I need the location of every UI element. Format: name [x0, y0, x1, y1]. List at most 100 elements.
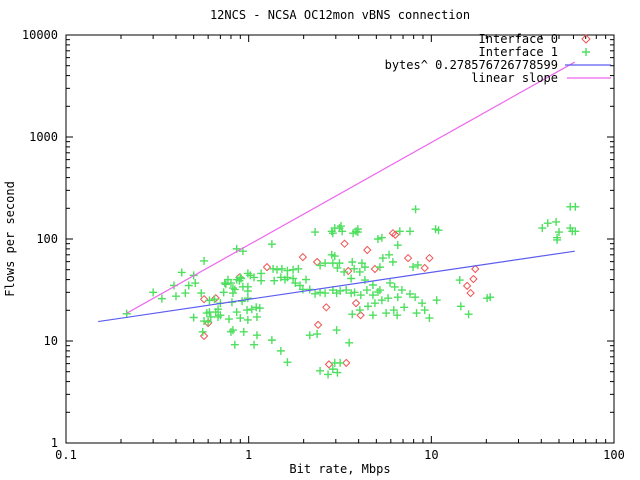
diamond-marker-icon	[581, 34, 591, 44]
data-point-plus	[200, 256, 209, 265]
data-point-plus	[336, 222, 345, 231]
data-point-plus	[149, 288, 158, 297]
data-point-plus	[181, 289, 190, 298]
data-point-plus	[336, 358, 345, 367]
data-point-plus	[321, 289, 330, 298]
data-point-plus	[226, 327, 235, 336]
data-point-plus	[283, 266, 292, 275]
data-point-plus	[276, 346, 285, 355]
data-point-plus	[328, 229, 337, 238]
data-point-plus	[269, 264, 278, 273]
data-point-plus	[400, 303, 409, 312]
data-point-plus	[333, 368, 342, 377]
data-point-plus	[243, 282, 252, 291]
data-point-plus	[336, 286, 345, 295]
data-point-plus	[257, 269, 266, 278]
data-point-plus	[291, 279, 300, 288]
data-point-plus	[232, 308, 241, 317]
data-point-plus	[405, 289, 414, 298]
data-point-plus	[243, 306, 252, 315]
data-point-plus	[382, 309, 391, 318]
data-point-plus	[289, 265, 298, 274]
data-point-plus	[316, 366, 325, 375]
legend-label-linear-slope: linear slope	[471, 71, 558, 85]
data-point-plus	[409, 262, 418, 271]
fit-line	[126, 61, 576, 314]
data-point-plus	[257, 276, 266, 285]
data-point-plus	[335, 259, 344, 268]
data-point-plus	[347, 289, 356, 298]
data-point-plus	[226, 279, 235, 288]
data-point-plus	[243, 315, 252, 324]
data-point-diamond	[342, 358, 351, 368]
data-point-plus	[418, 299, 427, 308]
data-point-diamond	[211, 293, 220, 303]
y-tick-label: 10	[44, 334, 58, 348]
data-point-diamond	[324, 360, 334, 369]
data-point-plus	[204, 317, 213, 326]
data-point-plus	[368, 291, 377, 300]
data-point-plus	[302, 275, 310, 284]
y-axis-label: Flows per second	[3, 181, 17, 297]
data-point-plus	[206, 312, 215, 321]
data-point-plus	[555, 228, 564, 237]
data-point-plus	[224, 315, 233, 324]
data-point-plus	[389, 306, 398, 315]
data-point-plus	[370, 299, 379, 308]
data-point-plus	[340, 267, 349, 276]
data-point-plus	[177, 268, 186, 277]
data-point-plus	[197, 289, 206, 298]
data-point-plus	[552, 217, 561, 226]
data-point-plus	[191, 279, 200, 288]
data-point-diamond	[313, 320, 323, 330]
data-point-plus	[350, 264, 359, 273]
legend: Interface 0 Interface 1 bytes^ 0.2785767…	[385, 32, 611, 85]
data-point-plus	[157, 294, 166, 303]
data-point-diamond	[403, 253, 413, 263]
data-point-diamond	[391, 230, 400, 239]
data-point-plus	[377, 296, 386, 305]
data-point-plus	[221, 280, 230, 289]
data-point-plus	[355, 306, 364, 315]
data-point-diamond	[199, 294, 209, 304]
data-point-plus	[216, 311, 225, 320]
data-point-plus	[198, 327, 207, 336]
data-point-plus	[332, 326, 341, 335]
data-point-plus	[393, 311, 402, 320]
data-point-plus	[348, 257, 357, 266]
plus-marker-icon	[582, 48, 590, 56]
data-point-plus	[205, 296, 214, 305]
data-point-diamond	[340, 239, 349, 248]
data-point-plus	[214, 305, 223, 314]
data-point-diamond	[469, 274, 478, 284]
legend-label-interface-0: Interface 0	[479, 32, 558, 46]
data-point-plus	[425, 314, 434, 323]
data-point-plus	[283, 358, 292, 367]
data-point-plus	[368, 281, 377, 290]
data-point-diamond	[199, 331, 209, 341]
data-point-plus	[330, 252, 339, 261]
data-point-plus	[252, 331, 261, 340]
data-point-plus	[316, 261, 325, 270]
data-point-plus	[553, 235, 562, 244]
data-point-diamond	[322, 303, 331, 312]
data-point-diamond	[425, 253, 434, 263]
data-point-diamond	[344, 266, 353, 276]
data-point-plus	[311, 228, 320, 237]
data-point-plus	[189, 313, 198, 322]
data-point-plus	[321, 259, 330, 268]
data-point-plus	[210, 295, 219, 304]
data-point-plus	[395, 227, 404, 236]
data-point-plus	[375, 286, 384, 295]
data-point-diamond	[466, 288, 475, 298]
data-point-diamond	[462, 281, 472, 291]
data-point-diamond	[262, 262, 272, 272]
x-axis-label: Bit rate, Mbps	[289, 462, 390, 476]
data-point-plus	[283, 273, 292, 282]
data-point-plus	[122, 309, 131, 318]
data-point-plus	[375, 263, 384, 272]
data-point-plus	[236, 273, 245, 282]
data-point-plus	[273, 265, 282, 274]
data-point-diamond	[420, 263, 429, 273]
